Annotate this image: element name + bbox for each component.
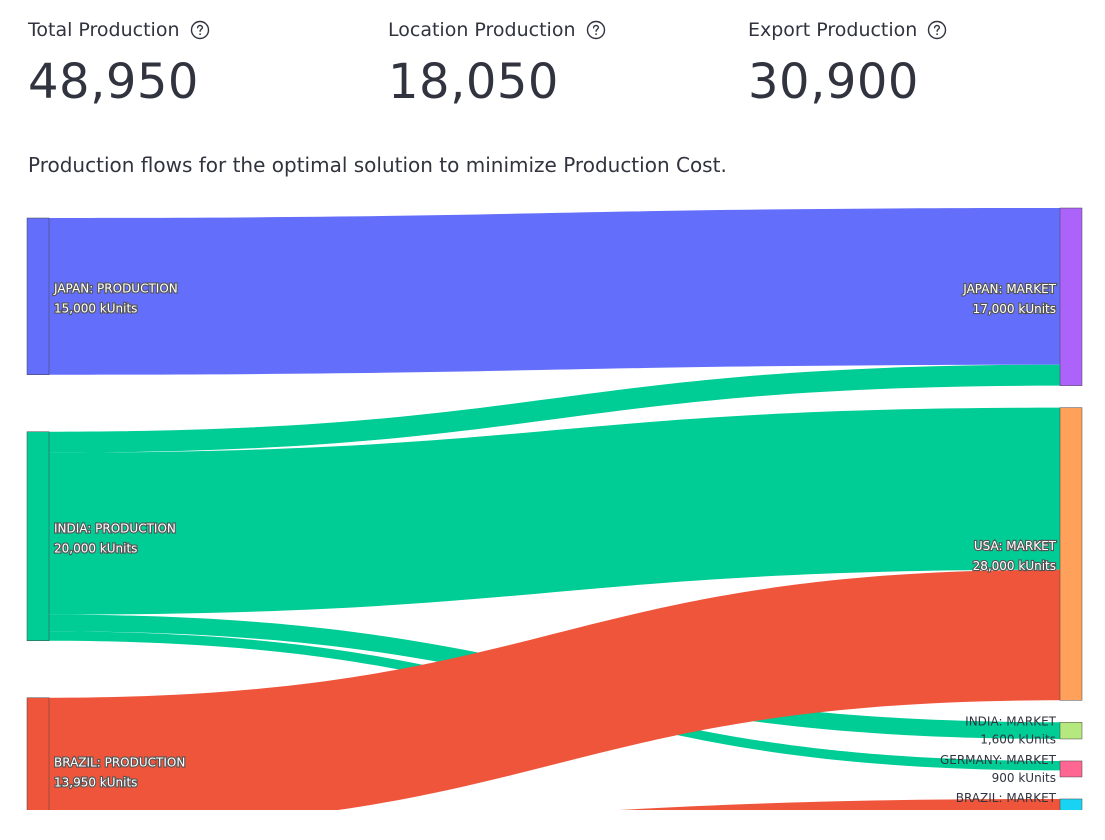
sankey-node-label-in_prod: INDIA: PRODUCTION [54, 521, 176, 535]
sankey-node-jp_prod[interactable] [26, 217, 50, 375]
metric-value: 48,950 [28, 54, 199, 110]
sankey-node-de_mkt[interactable] [1059, 760, 1083, 778]
sankey-link-jp_prod-jp_mkt[interactable] [49, 208, 1060, 375]
sankey-node-value-br_mkt: 1,450 kUnits [980, 809, 1056, 810]
help-icon[interactable] [190, 20, 210, 40]
metric-label: Total Production [28, 19, 180, 41]
sankey-chart[interactable]: JAPAN: PRODUCTION 15,000 kUnits INDIA: PRO… [0, 190, 1105, 810]
help-icon[interactable] [927, 20, 947, 40]
sankey-node-label-br_mkt: BRAZIL: MARKET [956, 791, 1057, 805]
sankey-node-value-us_mkt: 28,000 kUnits [973, 559, 1056, 573]
sankey-node-value-jp_prod: 15,000 kUnits [54, 301, 137, 315]
sankey-node-value-de_mkt: 900 kUnits [992, 771, 1056, 785]
sankey-node-label-us_mkt: USA: MARKET [974, 539, 1057, 553]
metric-value: 30,900 [748, 54, 919, 110]
sankey-link-in_prod-jp_mkt[interactable] [49, 364, 1060, 453]
metric-label-row: Export Production [748, 14, 947, 46]
help-icon[interactable] [586, 20, 606, 40]
metric-label-row: Total Production [28, 14, 210, 46]
metric-total-production: Total Production 48,950 [28, 14, 210, 110]
sankey-link-br_prod-br_mkt[interactable] [49, 798, 1060, 810]
sankey-node-in_prod[interactable] [26, 431, 50, 641]
sankey-node-value-in_mkt: 1,600 kUnits [980, 732, 1056, 746]
sankey-node-label-jp_prod: JAPAN: PRODUCTION [53, 281, 178, 295]
sankey-node-value-br_prod: 13,950 kUnits [54, 776, 137, 790]
sankey-node-in_mkt[interactable] [1059, 722, 1083, 740]
metric-value: 18,050 [388, 54, 559, 110]
sankey-node-value-jp_mkt: 17,000 kUnits [973, 302, 1056, 316]
metric-label: Location Production [388, 19, 576, 41]
sankey-node-br_mkt[interactable] [1059, 798, 1083, 810]
metric-location-production: Location Production 18,050 [388, 14, 606, 110]
sankey-node-label-jp_mkt: JAPAN: MARKET [962, 282, 1056, 296]
metrics-row: Total Production 48,950 Location Product… [28, 14, 1088, 124]
sankey-node-label-in_mkt: INDIA: MARKET [965, 714, 1057, 728]
sankey-node-us_mkt[interactable] [1059, 407, 1083, 701]
sankey-node-br_prod[interactable] [26, 697, 50, 810]
metric-label-row: Location Production [388, 14, 606, 46]
metric-export-production: Export Production 30,900 [748, 14, 947, 110]
sankey-node-value-in_prod: 20,000 kUnits [54, 541, 137, 555]
sankey-node-label-br_prod: BRAZIL: PRODUCTION [54, 756, 185, 770]
sankey-link-br_prod-us_mkt[interactable] [49, 569, 1060, 810]
metric-label: Export Production [748, 19, 918, 41]
sankey-link-in_prod-us_mkt[interactable] [49, 407, 1060, 615]
chart-caption: Production flows for the optimal solutio… [28, 153, 727, 177]
sankey-node-label-de_mkt: GERMANY: MARKET [940, 753, 1057, 767]
sankey-node-jp_mkt[interactable] [1059, 207, 1083, 386]
